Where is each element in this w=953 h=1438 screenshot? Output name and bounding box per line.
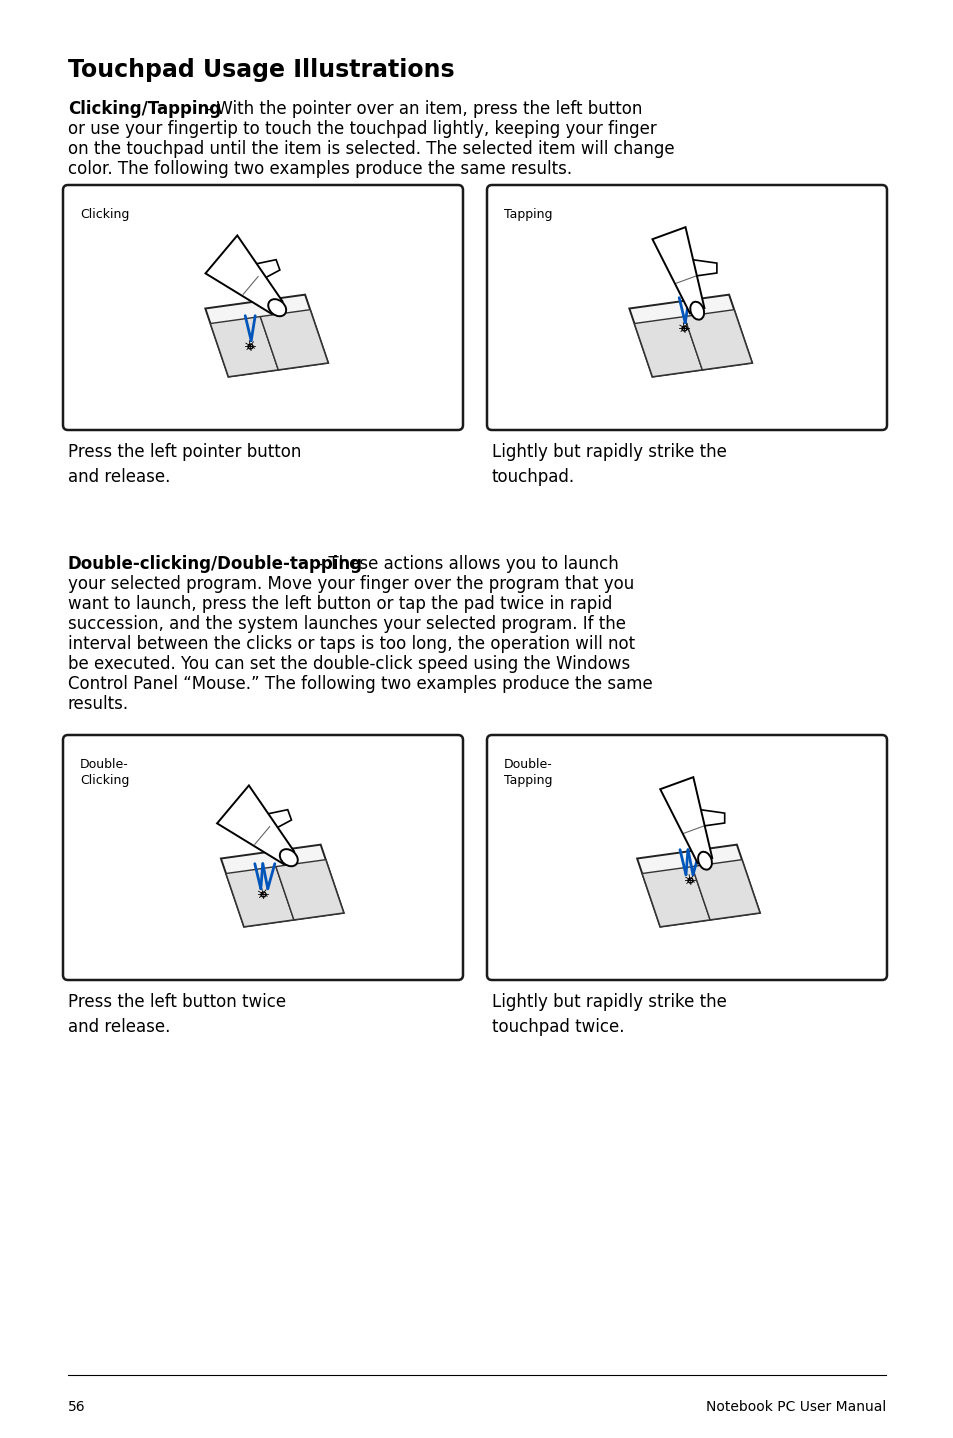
Polygon shape xyxy=(681,259,716,278)
Text: your selected program. Move your finger over the program that you: your selected program. Move your finger … xyxy=(68,575,634,592)
Polygon shape xyxy=(217,785,294,864)
Polygon shape xyxy=(634,316,701,377)
Polygon shape xyxy=(275,860,343,920)
Polygon shape xyxy=(689,808,724,828)
FancyBboxPatch shape xyxy=(486,186,886,430)
FancyBboxPatch shape xyxy=(63,186,462,430)
Polygon shape xyxy=(205,295,328,377)
Text: Double-clicking/Double-tapping: Double-clicking/Double-tapping xyxy=(68,555,363,572)
Text: Clicking: Clicking xyxy=(80,209,130,221)
Text: Lightly but rapidly strike the
touchpad.: Lightly but rapidly strike the touchpad. xyxy=(492,443,726,486)
Polygon shape xyxy=(691,860,760,920)
Text: Lightly but rapidly strike the
touchpad twice.: Lightly but rapidly strike the touchpad … xyxy=(492,994,726,1035)
Text: succession, and the system launches your selected program. If the: succession, and the system launches your… xyxy=(68,615,625,633)
Polygon shape xyxy=(683,309,751,370)
Text: Touchpad Usage Illustrations: Touchpad Usage Illustrations xyxy=(68,58,455,82)
Text: Tapping: Tapping xyxy=(503,209,552,221)
FancyBboxPatch shape xyxy=(486,735,886,981)
Polygon shape xyxy=(250,810,292,838)
Text: Double-
Clicking: Double- Clicking xyxy=(80,758,130,787)
Text: or use your fingertip to touch the touchpad lightly, keeping your finger: or use your fingertip to touch the touch… xyxy=(68,119,656,138)
Text: Notebook PC User Manual: Notebook PC User Manual xyxy=(705,1401,885,1414)
FancyBboxPatch shape xyxy=(63,735,462,981)
Ellipse shape xyxy=(279,850,297,866)
Polygon shape xyxy=(260,309,328,370)
Text: Press the left button twice
and release.: Press the left button twice and release. xyxy=(68,994,286,1035)
Polygon shape xyxy=(221,844,343,926)
Text: Control Panel “Mouse.” The following two examples produce the same: Control Panel “Mouse.” The following two… xyxy=(68,674,652,693)
Polygon shape xyxy=(238,260,279,289)
Polygon shape xyxy=(211,316,278,377)
Text: be executed. You can set the double-click speed using the Windows: be executed. You can set the double-clic… xyxy=(68,654,630,673)
Text: Clicking/Tapping: Clicking/Tapping xyxy=(68,101,221,118)
Polygon shape xyxy=(205,236,282,313)
Text: - These actions allows you to launch: - These actions allows you to launch xyxy=(312,555,618,572)
Ellipse shape xyxy=(690,302,703,319)
Polygon shape xyxy=(226,867,294,926)
Polygon shape xyxy=(629,295,751,377)
Polygon shape xyxy=(652,227,703,313)
Polygon shape xyxy=(641,867,709,926)
Text: on the touchpad until the item is selected. The selected item will change: on the touchpad until the item is select… xyxy=(68,139,674,158)
Text: results.: results. xyxy=(68,695,129,713)
Text: interval between the clicks or taps is too long, the operation will not: interval between the clicks or taps is t… xyxy=(68,636,635,653)
Text: Press the left pointer button
and release.: Press the left pointer button and releas… xyxy=(68,443,301,486)
Ellipse shape xyxy=(268,299,286,316)
Text: Double-
Tapping: Double- Tapping xyxy=(503,758,552,787)
Text: color. The following two examples produce the same results.: color. The following two examples produc… xyxy=(68,160,572,178)
Polygon shape xyxy=(637,844,760,926)
Text: 56: 56 xyxy=(68,1401,86,1414)
Polygon shape xyxy=(659,777,712,863)
Ellipse shape xyxy=(698,851,711,870)
Text: - With the pointer over an item, press the left button: - With the pointer over an item, press t… xyxy=(200,101,641,118)
Text: want to launch, press the left button or tap the pad twice in rapid: want to launch, press the left button or… xyxy=(68,595,612,613)
